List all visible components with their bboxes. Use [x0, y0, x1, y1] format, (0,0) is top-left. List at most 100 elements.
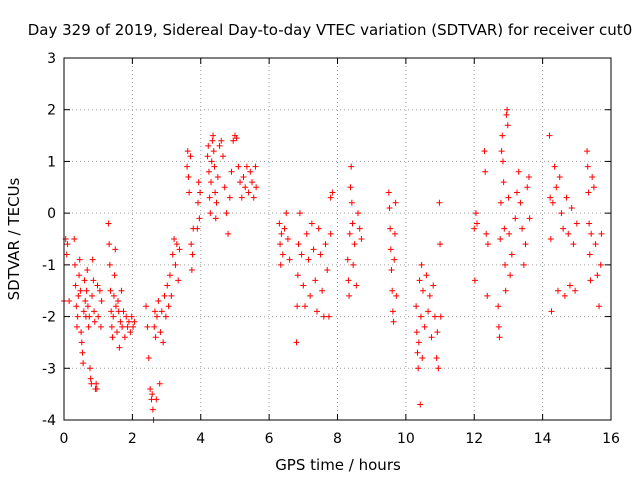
data-point — [502, 261, 509, 268]
data-point — [171, 236, 178, 242]
data-point — [73, 303, 80, 310]
data-point — [423, 272, 430, 279]
data-point — [473, 220, 480, 227]
data-point — [107, 287, 114, 294]
data-point — [303, 230, 310, 237]
data-point — [91, 318, 98, 325]
data-point — [131, 318, 138, 325]
data-point — [97, 323, 104, 330]
data-point — [298, 251, 305, 258]
data-point — [213, 199, 220, 206]
x-tick-label: 12 — [465, 431, 483, 447]
data-point — [471, 277, 478, 284]
data-point — [93, 380, 100, 387]
data-point — [168, 292, 175, 299]
data-point — [108, 323, 115, 330]
data-point — [119, 323, 126, 330]
y-tick-label: 1 — [47, 154, 56, 170]
data-point — [78, 329, 85, 336]
data-point — [495, 323, 502, 330]
data-point — [235, 163, 242, 170]
data-point — [151, 323, 158, 330]
data-point — [598, 230, 605, 237]
data-point — [586, 220, 593, 227]
x-tick-label: 10 — [397, 431, 415, 447]
data-point — [210, 132, 217, 139]
data-point — [94, 282, 101, 289]
data-point — [513, 189, 520, 196]
data-point — [431, 313, 438, 320]
data-point — [386, 204, 393, 211]
data-point — [345, 277, 352, 284]
data-point — [547, 194, 554, 201]
data-point — [209, 137, 216, 144]
data-point — [296, 210, 303, 217]
data-point — [125, 318, 132, 325]
data-point — [498, 148, 505, 155]
data-point — [145, 354, 152, 361]
data-point — [123, 313, 130, 320]
data-point — [433, 354, 440, 361]
data-point — [197, 189, 204, 196]
data-point — [196, 215, 203, 222]
data-point — [226, 194, 233, 201]
x-tick-label: 8 — [333, 431, 342, 447]
data-point — [95, 313, 102, 320]
data-point — [428, 334, 435, 341]
data-point — [294, 303, 301, 310]
data-point — [327, 194, 334, 201]
data-point — [106, 261, 113, 268]
data-point — [497, 236, 504, 242]
data-point — [346, 230, 353, 237]
data-point — [570, 241, 577, 248]
data-point — [499, 132, 506, 139]
data-point — [106, 241, 113, 248]
data-point — [344, 256, 351, 263]
data-point — [483, 230, 490, 237]
data-point — [419, 354, 426, 361]
data-point — [515, 168, 522, 175]
data-point — [130, 323, 137, 330]
data-point — [392, 199, 399, 206]
data-point — [156, 380, 163, 387]
data-point — [207, 210, 214, 217]
data-point — [506, 230, 513, 237]
data-point — [281, 225, 288, 232]
data-point — [188, 267, 195, 274]
data-point — [584, 148, 591, 155]
data-point — [313, 308, 320, 315]
data-point — [417, 401, 424, 408]
x-tick-label: 2 — [128, 431, 137, 447]
data-point — [87, 375, 94, 382]
data-point — [143, 303, 150, 310]
data-point — [426, 292, 433, 299]
data-point — [80, 360, 87, 367]
y-tick-label: -1 — [42, 258, 56, 274]
data-point — [210, 148, 217, 155]
data-point — [551, 163, 558, 170]
data-point — [346, 292, 353, 299]
data-point — [526, 215, 533, 222]
data-point — [568, 204, 575, 211]
data-point — [471, 225, 478, 232]
data-point — [206, 194, 213, 201]
data-point — [504, 106, 511, 113]
data-point — [329, 189, 336, 196]
data-point — [86, 365, 93, 372]
data-point — [586, 251, 593, 258]
data-point — [413, 303, 420, 310]
data-point — [563, 194, 570, 201]
data-point — [319, 287, 326, 294]
data-point — [504, 122, 511, 129]
data-point — [320, 313, 327, 320]
data-point — [153, 313, 160, 320]
data-point — [73, 323, 80, 330]
data-point — [348, 163, 355, 170]
data-point — [522, 241, 529, 248]
data-point — [110, 292, 117, 299]
data-point — [283, 210, 290, 217]
data-point — [300, 282, 307, 289]
data-point — [127, 329, 134, 336]
data-point — [228, 168, 235, 175]
data-point — [592, 241, 599, 248]
